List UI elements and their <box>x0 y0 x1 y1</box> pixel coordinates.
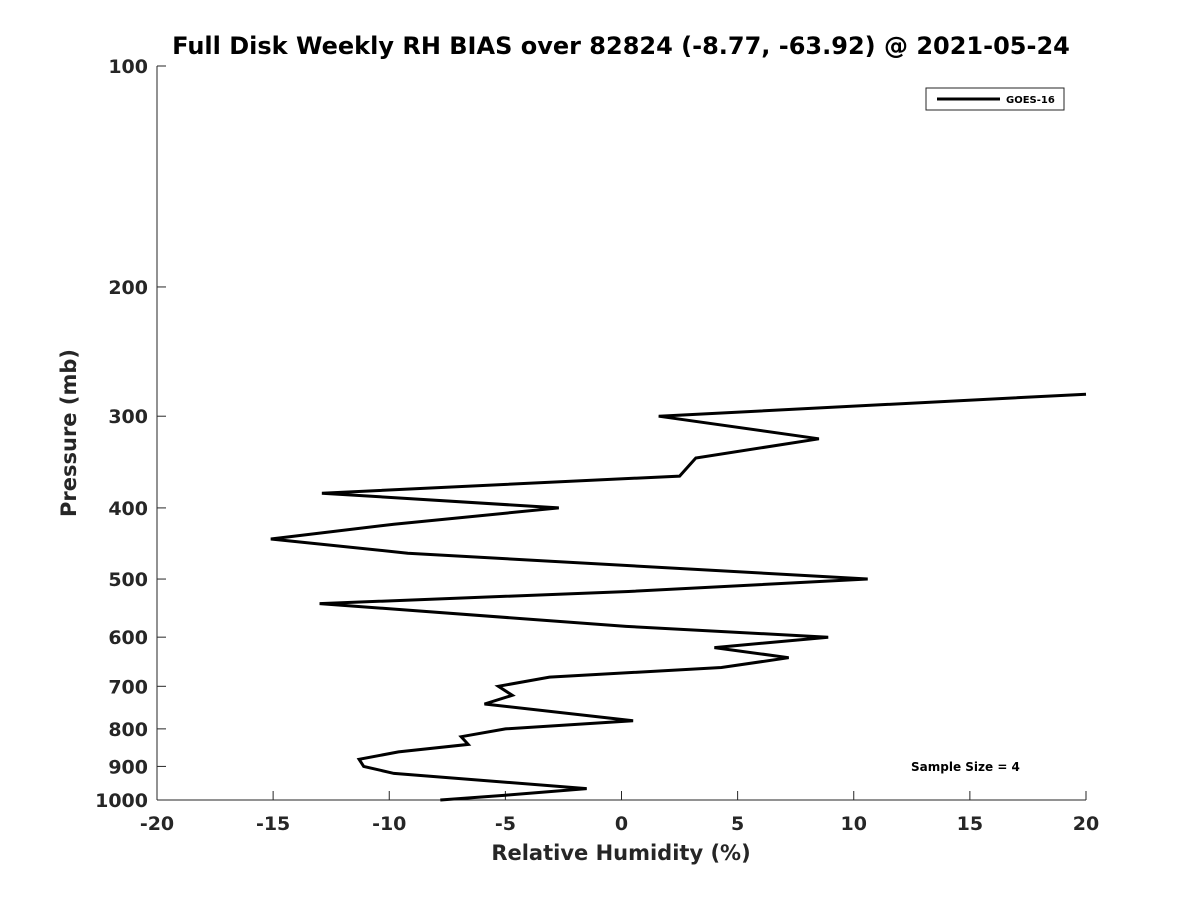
y-tick-label: 500 <box>108 569 148 591</box>
y-tick-label: 200 <box>108 277 148 299</box>
x-tick-label: -10 <box>372 813 406 835</box>
x-tick-label: -15 <box>256 813 290 835</box>
y-tick-label: 800 <box>108 719 148 741</box>
series-line-goes16 <box>270 392 1087 802</box>
y-tick-label: 900 <box>108 756 148 778</box>
x-tick-label: 20 <box>1073 813 1099 835</box>
y-tick-label: 700 <box>108 676 148 698</box>
y-tick-label: 1000 <box>95 790 148 812</box>
x-tick-label: 15 <box>957 813 983 835</box>
sample-size-annotation: Sample Size = 4 <box>911 760 1020 774</box>
y-tick-label: 600 <box>108 627 148 649</box>
legend-entry-goes16: GOES-16 <box>1006 95 1055 106</box>
y-ticks: 100 200 300 400 500 600 700 800 900 1000 <box>95 56 166 812</box>
y-tick-label: 100 <box>108 56 148 78</box>
y-tick-label: 300 <box>108 406 148 428</box>
chart-title: Full Disk Weekly RH BIAS over 82824 (-8.… <box>172 32 1070 60</box>
x-ticks: -20 -15 -10 -5 0 5 10 15 20 <box>140 791 1099 835</box>
y-tick-label: 400 <box>108 498 148 520</box>
legend: GOES-16 <box>925 87 1065 111</box>
x-tick-label: 10 <box>841 813 867 835</box>
series-group <box>270 392 1087 802</box>
x-axis-label: Relative Humidity (%) <box>491 841 750 865</box>
x-tick-label: 0 <box>615 813 628 835</box>
y-axis-label: Pressure (mb) <box>57 349 81 517</box>
x-tick-label: -5 <box>495 813 516 835</box>
x-tick-label: -20 <box>140 813 174 835</box>
x-tick-label: 5 <box>731 813 744 835</box>
